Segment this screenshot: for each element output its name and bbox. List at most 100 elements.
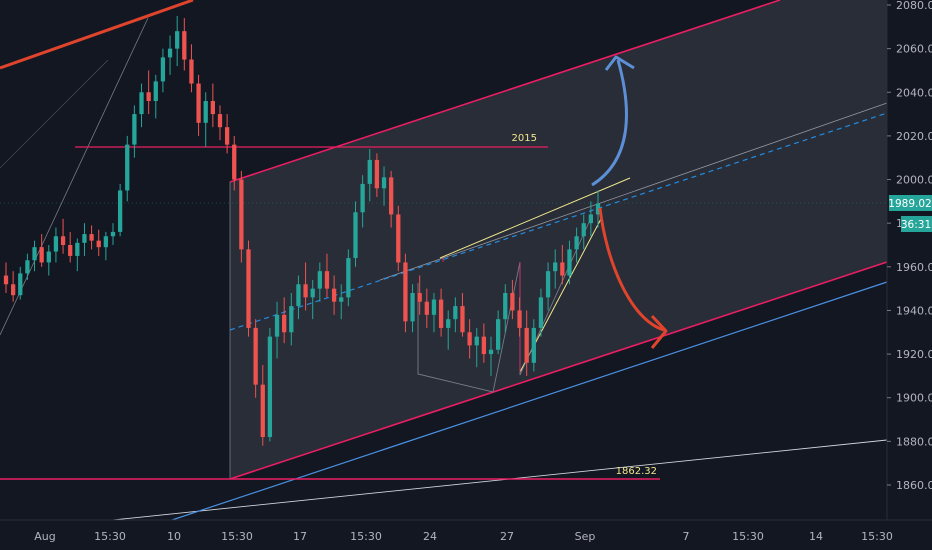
price-axis[interactable] [887,0,932,520]
candle-body [310,288,315,298]
time-tick-label: 24 [423,530,437,543]
candle-body [503,293,508,320]
time-tick-label: Sep [575,530,596,543]
candle-body [253,327,258,385]
candle-body [488,349,494,355]
candle-body [117,190,123,232]
candle-body [538,297,544,328]
candle-body [203,101,208,123]
candle-body [18,273,23,296]
resistance-label: 2015 [512,133,537,144]
grey-trendline-left-2 [0,59,109,169]
candle-body [160,57,166,82]
grey-midline [379,102,888,281]
candle-body [424,301,429,315]
price-axis-ticks: 1860.00 1880.00 1900.00 1920.00 1940.00 1960.… [887,0,932,492]
candle-body [417,293,422,302]
candle-body [324,271,330,289]
candle-body [210,101,215,115]
candle-body [274,314,280,337]
candle-body [431,299,437,315]
candle-body [360,183,365,213]
candle-body [75,242,80,256]
channel-fill [230,0,887,479]
support-label: 1862.32 [616,466,657,477]
price-tick-label: 1880.00 [896,435,932,448]
candle-body [32,247,37,261]
bullish-arrow-head [604,55,635,71]
price-tick-label: 1940.00 [896,304,932,317]
candle-body [381,177,387,189]
time-tick-label: 27 [500,530,514,543]
time-tick-label: 7 [683,530,690,543]
price-tick-label: 2020.00 [896,130,932,143]
grey-trendline-left [0,17,149,336]
candle-body [389,177,394,215]
candle-body [25,260,30,274]
channel-bottom-line [229,261,888,480]
candle-body [282,314,287,333]
candle-body [167,48,173,58]
current-price-tag [889,195,932,211]
candle-body [232,144,237,180]
candle-body [317,271,322,289]
candle-body [553,262,558,272]
candle-body [132,114,137,145]
price-tick-label: 2060.00 [896,43,932,56]
time-tick-label: 10 [167,530,181,543]
channel-median-dashed [229,112,888,331]
time-tick-label: 14 [809,530,823,543]
price-tick-label: 2040.00 [896,86,932,99]
time-axis[interactable] [0,520,932,550]
candle-body [374,159,380,189]
candle-body [96,240,101,248]
price-tick-label: 2000.00 [896,174,932,187]
current-price-value: 1989.02 [888,198,931,210]
candle-body [595,203,601,215]
candle-body [403,262,408,322]
bullish-scenario-arrow [591,59,628,187]
grey-long-line [112,439,888,521]
candle-body [574,236,579,250]
candle-body [453,306,458,320]
price-tick-label: 1920.00 [896,348,932,361]
countdown-value: 36:31 [901,219,931,231]
candle-body [545,271,551,298]
candle-body [82,234,87,243]
candle-body [346,258,351,298]
candle-body [560,262,565,276]
price-tick-label: 1900.00 [896,392,932,405]
candle-body [524,327,529,363]
candle-body [103,236,108,248]
candle-body [182,31,187,60]
candle-body [239,179,244,250]
bearish-arrow-head [650,314,668,349]
price-tick-label: 1960.00 [896,261,932,274]
candle-body [46,251,51,263]
time-tick-label: 15:30 [350,530,382,543]
blue-trendline [171,281,888,521]
candle-body [267,336,273,437]
red-trendline [0,0,194,70]
candle-body [125,144,130,191]
candle-body [53,236,59,252]
countdown-tag [901,216,932,232]
candle-body [410,293,415,322]
candle-body [217,114,223,128]
candle-body [10,284,16,296]
candle-body [175,31,180,49]
channel-top-line [229,0,781,183]
time-tick-label: 15:30 [732,530,764,543]
candle-body [467,332,472,346]
time-tick-label: 15:30 [94,530,126,543]
candle-body [246,249,251,328]
price-tick-label: 2080.00 [896,0,932,12]
candle-body [474,336,479,346]
candle-body [367,159,372,184]
candle-body [446,319,451,328]
candle-body [588,214,594,224]
candle-body [481,336,487,355]
candle-body [460,306,465,333]
candle-body [39,247,44,263]
